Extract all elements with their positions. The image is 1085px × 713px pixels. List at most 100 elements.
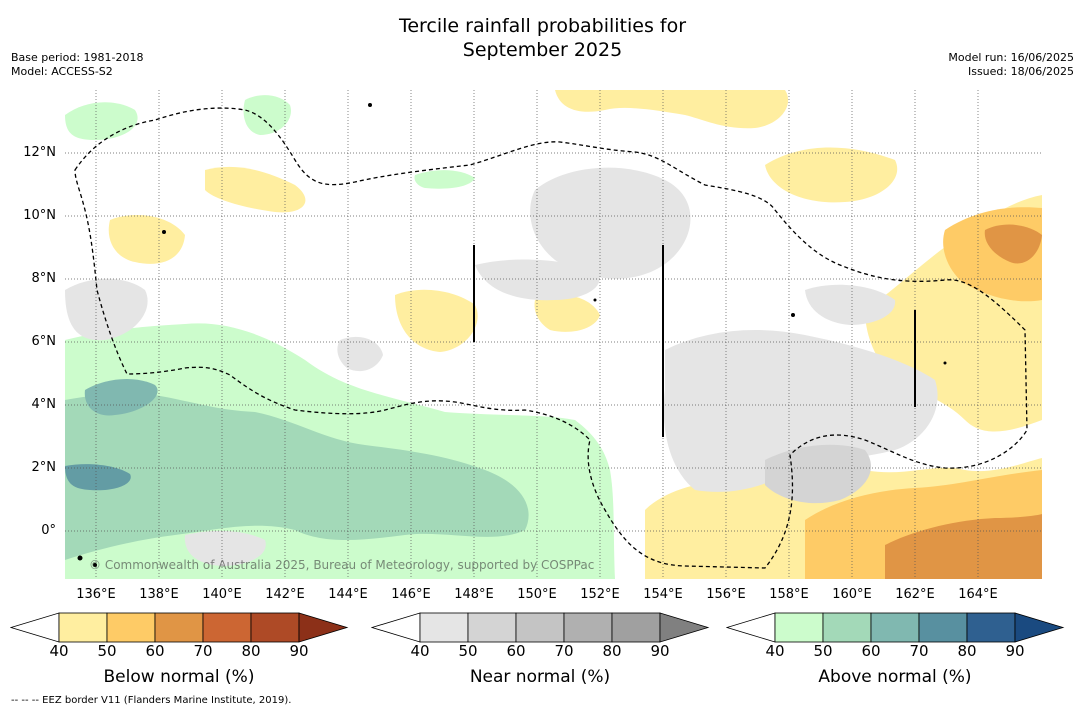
colorbar-above-normal-bar xyxy=(726,612,1065,643)
colorbar-bin xyxy=(202,612,252,643)
colorbar-bin xyxy=(822,612,872,643)
colorbar-tick: 80 xyxy=(602,642,622,660)
near-normal-area-mid xyxy=(337,336,383,372)
issued-date: Issued: 18/06/2025 xyxy=(967,65,1074,78)
lat-label: 8°N xyxy=(31,271,57,286)
colorbar-tick: 80 xyxy=(957,642,977,660)
colorbar-tick: 40 xyxy=(49,642,69,660)
above-normal-area-n3 xyxy=(414,170,475,189)
above-normal-50-a xyxy=(65,392,529,560)
above-normal-area-n xyxy=(65,102,138,140)
near-normal-area-ne xyxy=(805,284,896,325)
meta-left: Base period: 1981-2018 Model: ACCESS-S2 xyxy=(11,51,143,79)
lon-label: 154°E xyxy=(643,587,683,602)
colorbar-bin xyxy=(58,612,108,643)
colorbar-tick: 40 xyxy=(410,642,430,660)
colorbar-bin xyxy=(918,612,968,643)
below-normal-area-top xyxy=(555,90,789,129)
below-normal-area-nw xyxy=(108,215,185,264)
colorbar-extend-low xyxy=(10,612,60,643)
lon-label: 162°E xyxy=(895,587,935,602)
colorbar-bin xyxy=(870,612,920,643)
near-normal-area-west xyxy=(65,278,148,341)
above-normal-area-n2 xyxy=(243,95,291,135)
colorbar-tick: 60 xyxy=(506,642,526,660)
colorbar-bin xyxy=(250,612,300,643)
above-normal-50-b xyxy=(84,378,158,416)
lon-label: 146°E xyxy=(391,587,431,602)
below-normal-60-se xyxy=(885,514,1042,579)
below-normal-area-topright xyxy=(765,147,898,203)
below-normal-60-ne xyxy=(984,224,1042,264)
colorbar-bin xyxy=(154,612,204,643)
lon-label: 142°E xyxy=(265,587,305,602)
title-line-2: September 2025 xyxy=(462,39,623,61)
below-normal-area-mid2 xyxy=(534,295,600,332)
colorbar-near-normal-bar xyxy=(371,612,710,643)
colorbar-bin xyxy=(106,612,156,643)
lon-label: 152°E xyxy=(580,587,620,602)
colorbar-tick: 70 xyxy=(554,642,574,660)
colorbar-tick: 50 xyxy=(97,642,117,660)
lon-label: 156°E xyxy=(706,587,746,602)
probability-map: © Commonwealth of Australia 2025, Bureau… xyxy=(65,90,1042,579)
near-normal-area-east xyxy=(663,330,938,492)
gridlines xyxy=(65,90,1042,579)
map-svg xyxy=(65,90,1042,579)
near-normal-area-sw xyxy=(184,530,266,566)
lon-label: 150°E xyxy=(517,587,557,602)
colorbar-tick: 80 xyxy=(241,642,261,660)
below-normal-area-mid xyxy=(395,289,478,352)
colorbar-bin xyxy=(467,612,517,643)
colorbar-title: Near normal (%) xyxy=(469,667,611,687)
near-normal-area-center xyxy=(530,167,691,279)
colorbar-below-normal-bar xyxy=(10,612,349,643)
lon-label: 140°E xyxy=(202,587,242,602)
lon-label: 160°E xyxy=(832,587,872,602)
below-normal-area-n xyxy=(205,166,306,213)
colorbar-bin xyxy=(515,612,565,643)
colorbar-tick: 50 xyxy=(813,642,833,660)
colorbar-bin xyxy=(611,612,661,643)
colorbar-extend-high xyxy=(298,612,349,643)
colorbar-tick: 70 xyxy=(909,642,929,660)
colorbar-tick: 90 xyxy=(289,642,309,660)
colorbar-title: Below normal (%) xyxy=(103,667,255,687)
lon-label: 136°E xyxy=(76,587,116,602)
colorbar-extend-high xyxy=(1014,612,1065,643)
meta-right: Model run: 16/06/2025 Issued: 18/06/2025 xyxy=(948,51,1074,79)
colorbar-bin xyxy=(774,612,824,643)
island-dots xyxy=(77,103,947,567)
lat-label: 4°N xyxy=(31,397,57,412)
colorbar-tick: 60 xyxy=(145,642,165,660)
lon-label: 148°E xyxy=(454,587,494,602)
islands xyxy=(473,245,916,437)
map-title: Tercile rainfall probabilities for Septe… xyxy=(0,14,1085,62)
lon-label: 164°E xyxy=(958,587,998,602)
colorbar-tick: 40 xyxy=(765,642,785,660)
colorbar-tick: 90 xyxy=(1005,642,1025,660)
colorbar-tick: 90 xyxy=(650,642,670,660)
colorbar-bin xyxy=(563,612,613,643)
base-period: Base period: 1981-2018 xyxy=(11,51,144,64)
colorbar-title: Above normal (%) xyxy=(818,667,972,687)
colorbar-tick: 70 xyxy=(193,642,213,660)
colorbar-extend-high xyxy=(659,612,710,643)
above-normal-70 xyxy=(65,464,131,491)
title-line-1: Tercile rainfall probabilities for xyxy=(398,15,687,37)
lat-label: 2°N xyxy=(31,460,57,475)
lat-label: 10°N xyxy=(23,208,56,223)
lat-label: 12°N xyxy=(23,145,56,160)
near-normal-50-east xyxy=(765,444,871,504)
eez-footnote: -- -- -- EEZ border V11 (Flanders Marine… xyxy=(11,695,292,706)
lat-label: 6°N xyxy=(31,334,57,349)
colorbar-tick: 50 xyxy=(458,642,478,660)
colorbar-bin xyxy=(966,612,1016,643)
model-name: Model: ACCESS-S2 xyxy=(11,65,113,78)
lat-label: 0° xyxy=(41,523,56,538)
copyright-notice: © Commonwealth of Australia 2025, Bureau… xyxy=(89,558,595,572)
colorbar-tick: 60 xyxy=(861,642,881,660)
model-run: Model run: 16/06/2025 xyxy=(948,51,1074,64)
lon-label: 138°E xyxy=(139,587,179,602)
lon-label: 144°E xyxy=(328,587,368,602)
